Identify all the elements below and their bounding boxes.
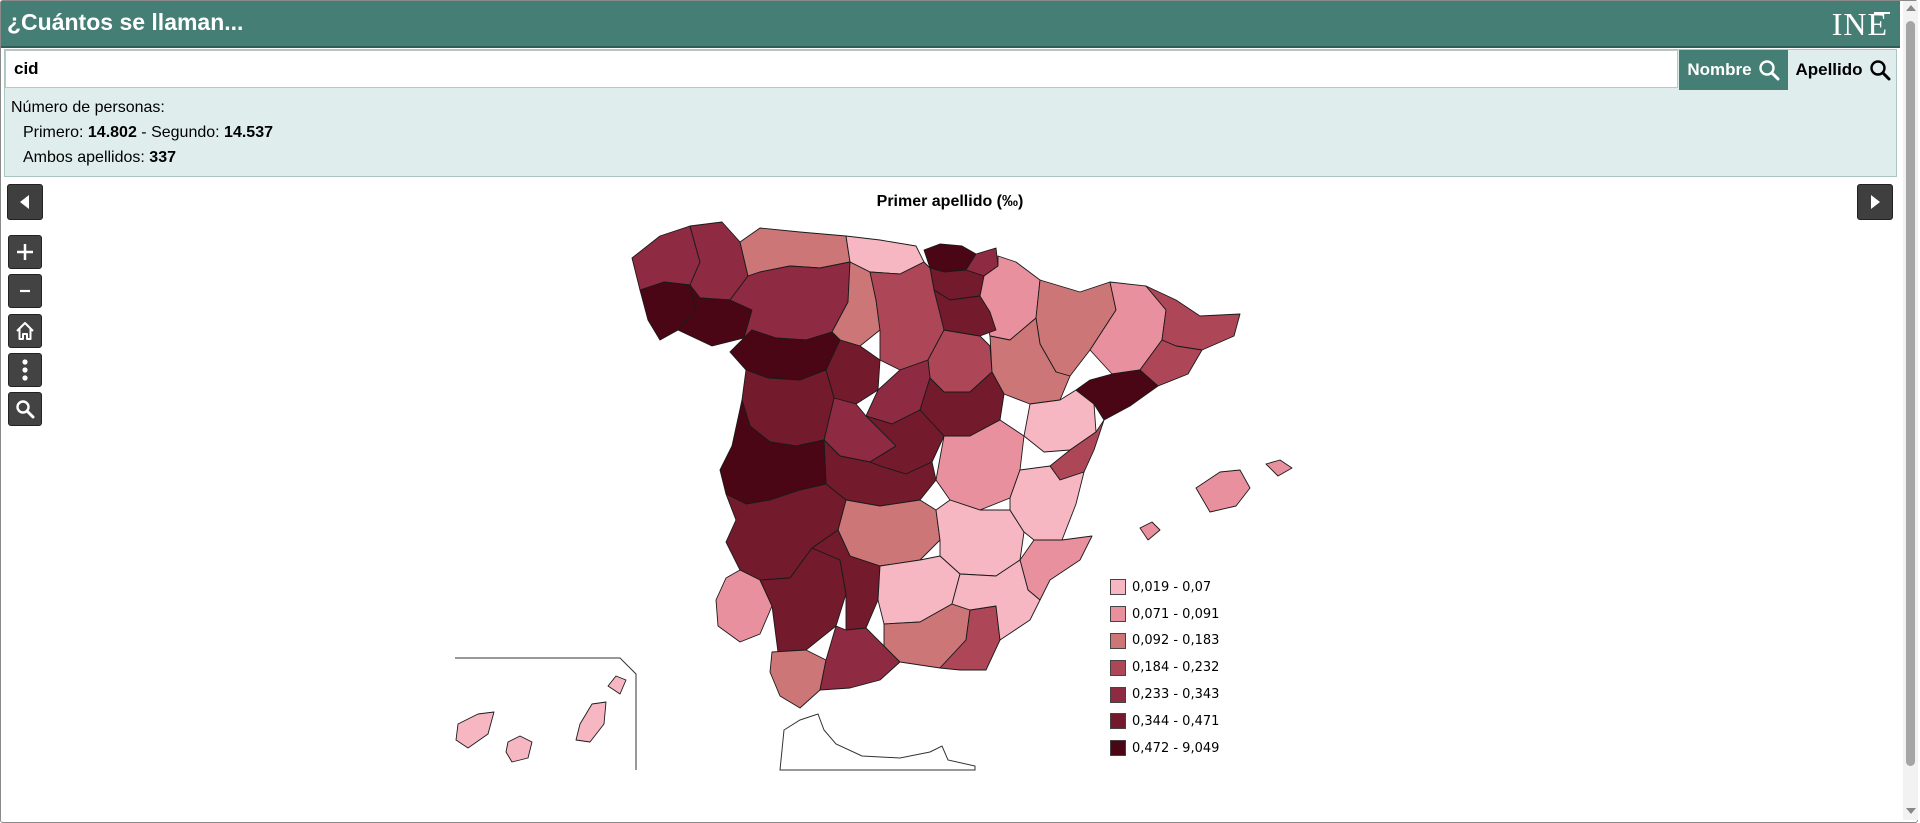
- segundo-label: Segundo:: [151, 124, 220, 141]
- app-header: ¿Cuántos se llaman... INE: [1, 1, 1900, 48]
- legend-swatch: [1110, 659, 1126, 676]
- next-map-button[interactable]: [1857, 184, 1893, 220]
- arrow-right-icon: [1871, 195, 1880, 209]
- province-mallorca: [1195, 469, 1251, 513]
- arrow-left-icon: [20, 195, 29, 209]
- legend-swatch: [1110, 713, 1126, 730]
- nombre-button-label: Nombre: [1687, 60, 1752, 79]
- zoom-out-icon: [20, 289, 30, 293]
- province-gran-canaria: [505, 735, 533, 763]
- vertical-scrollbar[interactable]: [1903, 1, 1918, 820]
- segundo-value: 14.537: [224, 124, 273, 141]
- stats-heading: Número de personas:: [11, 99, 165, 116]
- more-options-icon: [22, 359, 28, 381]
- province-murcia: [951, 559, 1041, 641]
- legend-label: 0,344 - 0,471: [1132, 713, 1220, 729]
- legend-item: 0,184 - 0,232: [1110, 654, 1219, 681]
- legend-label: 0,019 - 0,07: [1132, 579, 1212, 595]
- primero-label: Primero:: [23, 124, 84, 141]
- legend-swatch: [1110, 686, 1126, 703]
- ambos-label: Ambos apellidos:: [23, 149, 145, 166]
- stats-both: Ambos apellidos: 337: [11, 145, 273, 170]
- legend-item: 0,344 - 0,471: [1110, 708, 1219, 735]
- zoom-in-icon: [17, 244, 33, 260]
- apellido-button-label: Apellido: [1795, 60, 1863, 79]
- province-ibiza: [1139, 521, 1161, 541]
- legend-item: 0,472 - 9,049: [1110, 735, 1219, 762]
- province-tenerife: [455, 711, 495, 749]
- province-sevilla: [759, 547, 847, 653]
- scroll-up-arrow-icon[interactable]: [1906, 5, 1916, 11]
- legend-item: 0,071 - 0,091: [1110, 601, 1219, 628]
- legend-label: 0,472 - 9,049: [1132, 740, 1220, 756]
- more-options-button[interactable]: [8, 353, 42, 387]
- search-icon: [1869, 60, 1891, 81]
- stats-separator: -: [141, 124, 147, 141]
- primero-value: 14.802: [87, 124, 137, 141]
- legend-item: 0,019 - 0,07: [1110, 574, 1219, 601]
- home-icon: [16, 322, 34, 340]
- ine-logo[interactable]: INE: [1832, 6, 1890, 43]
- zoom-in-button[interactable]: [8, 235, 42, 269]
- province-lanzarote: [607, 675, 627, 695]
- north-africa-outline: [779, 713, 976, 771]
- province-girona: [1145, 285, 1241, 351]
- legend-swatch: [1110, 740, 1126, 757]
- search-input[interactable]: [5, 50, 1678, 88]
- map-legend: 0,019 - 0,07 0,071 - 0,091 0,092 - 0,183…: [1110, 574, 1219, 762]
- home-button[interactable]: [8, 314, 42, 348]
- province-ciudad-real: [837, 499, 941, 567]
- legend-swatch: [1110, 579, 1126, 596]
- legend-label: 0,184 - 0,232: [1132, 660, 1220, 676]
- stats-first-second: Primero: 14.802 - Segundo: 14.537: [11, 120, 273, 145]
- province-huelva: [715, 569, 773, 643]
- legend-label: 0,233 - 0,343: [1132, 687, 1220, 703]
- map-search-button[interactable]: [8, 392, 42, 426]
- legend-label: 0,071 - 0,091: [1132, 606, 1220, 622]
- legend-swatch: [1110, 606, 1126, 623]
- ambos-value: 337: [149, 149, 176, 166]
- app-title: ¿Cuántos se llaman...: [7, 9, 244, 35]
- scroll-thumb[interactable]: [1906, 21, 1915, 766]
- stats-block: Número de personas: Primero: 14.802 - Se…: [11, 95, 273, 170]
- canary-islands-inset-frame: [455, 657, 637, 770]
- search-icon: [1758, 60, 1780, 81]
- search-apellido-button[interactable]: Apellido: [1791, 50, 1895, 90]
- legend-item: 0,092 - 0,183: [1110, 628, 1219, 655]
- province-menorca: [1265, 459, 1293, 477]
- legend-swatch: [1110, 632, 1126, 649]
- legend-label: 0,092 - 0,183: [1132, 633, 1220, 649]
- province-cadiz: [769, 649, 827, 709]
- province-cordoba: [811, 529, 881, 631]
- search-icon: [16, 400, 35, 419]
- province-alicante: [1019, 535, 1093, 601]
- province-la-rioja: [933, 289, 997, 337]
- zoom-out-button[interactable]: [8, 274, 42, 308]
- map-title: Primer apellido (‰): [876, 193, 1024, 210]
- legend-item: 0,233 - 0,343: [1110, 681, 1219, 708]
- scroll-down-arrow-icon[interactable]: [1906, 808, 1916, 814]
- province-a-coruna: [631, 225, 701, 291]
- search-panel: Nombre Apellido Número de personas: Prim…: [4, 49, 1897, 177]
- province-las-palmas-east: [575, 701, 607, 743]
- previous-map-button[interactable]: [7, 184, 43, 220]
- search-nombre-button[interactable]: Nombre: [1679, 50, 1788, 90]
